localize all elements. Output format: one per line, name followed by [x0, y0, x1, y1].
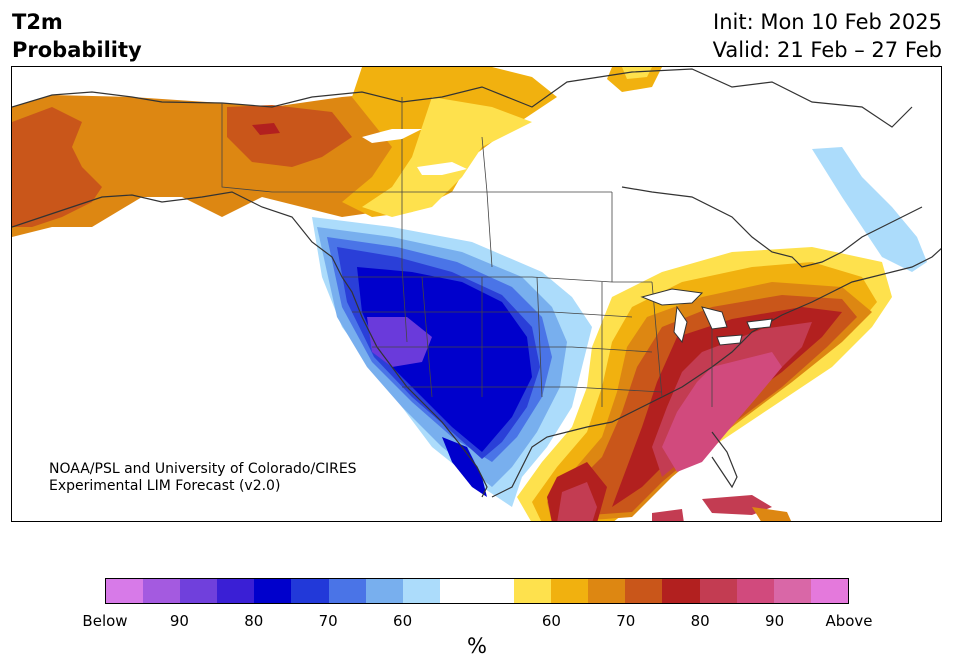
colorbar-segment — [514, 579, 552, 603]
colorbar-segment — [365, 579, 403, 603]
colorbar-segment — [328, 579, 366, 603]
colorbar-segment — [291, 579, 329, 603]
credit-line2: Experimental LIM Forecast (v2.0) — [49, 478, 281, 494]
political-borders — [221, 97, 713, 407]
great-lakes — [640, 288, 773, 346]
caribbean-orange — [752, 507, 792, 521]
colorbar-segment — [588, 579, 626, 603]
probability-map — [12, 67, 941, 521]
credit-line1: NOAA/PSL and University of Colorado/CIRE… — [49, 461, 357, 477]
ice-patches — [362, 129, 467, 175]
colorbar-tick-label: 60 — [393, 612, 413, 630]
colorbar-segment — [254, 579, 292, 603]
colorbar-segment — [773, 579, 811, 603]
labrador-pale-blue — [812, 147, 927, 272]
colorbar-tick-label: 60 — [541, 612, 561, 630]
colorbar-segment — [736, 579, 774, 603]
credit-text: NOAA/PSL and University of Colorado/CIRE… — [49, 461, 357, 495]
forecast-dates: Init: Mon 10 Feb 2025 Valid: 21 Feb – 27… — [713, 8, 942, 64]
valid-date: Valid: 21 Feb – 27 Feb — [712, 38, 942, 62]
colorbar-segment — [106, 579, 144, 603]
colorbar-tick-label: 80 — [690, 612, 710, 630]
colorbar-tick-label: 70 — [318, 612, 338, 630]
colorbar-tick-label: Below — [82, 612, 128, 630]
texas-crimson — [557, 482, 597, 521]
arctic-yellow — [622, 67, 652, 79]
colorbar — [105, 578, 849, 604]
colorbar-segment — [699, 579, 737, 603]
yukon-burnt-area — [227, 105, 352, 167]
colorbar-segment — [662, 579, 700, 603]
colorbar-tick-label: 70 — [616, 612, 636, 630]
init-date: Init: Mon 10 Feb 2025 — [713, 10, 942, 34]
colorbar-segment — [217, 579, 255, 603]
colorbar-tick-label: Above — [825, 612, 873, 630]
yukon-red-spot — [252, 123, 280, 135]
colorbar-segment — [625, 579, 663, 603]
colorbar-unit: % — [467, 634, 487, 658]
map-title: T2m Probability — [12, 8, 142, 64]
colorbar-segment — [810, 579, 848, 603]
colorbar-segment — [180, 579, 218, 603]
yucatan-crimson — [652, 509, 684, 521]
colorbar-segment — [551, 579, 589, 603]
title-line2: Probability — [12, 38, 142, 62]
colorbar-segment — [402, 579, 440, 603]
canada-yellow-band — [362, 97, 532, 217]
colorbar-tick-labels: Below 90 80 70 60 60 70 80 90 Above — [82, 612, 872, 632]
west-deep-blue — [357, 267, 532, 452]
colorbar-segment — [476, 579, 515, 603]
title-line1: T2m — [12, 10, 63, 34]
alaska-burnt-area — [12, 107, 102, 227]
map-panel — [11, 66, 942, 522]
southeast-pink — [662, 352, 782, 472]
colorbar-tick-label: 90 — [169, 612, 189, 630]
colorbar-segment — [143, 579, 181, 603]
colorbar-tick-label: 90 — [765, 612, 785, 630]
colorbar-segment — [439, 579, 477, 603]
colorbar-tick-label: 80 — [244, 612, 264, 630]
mexico-blue — [442, 437, 487, 497]
